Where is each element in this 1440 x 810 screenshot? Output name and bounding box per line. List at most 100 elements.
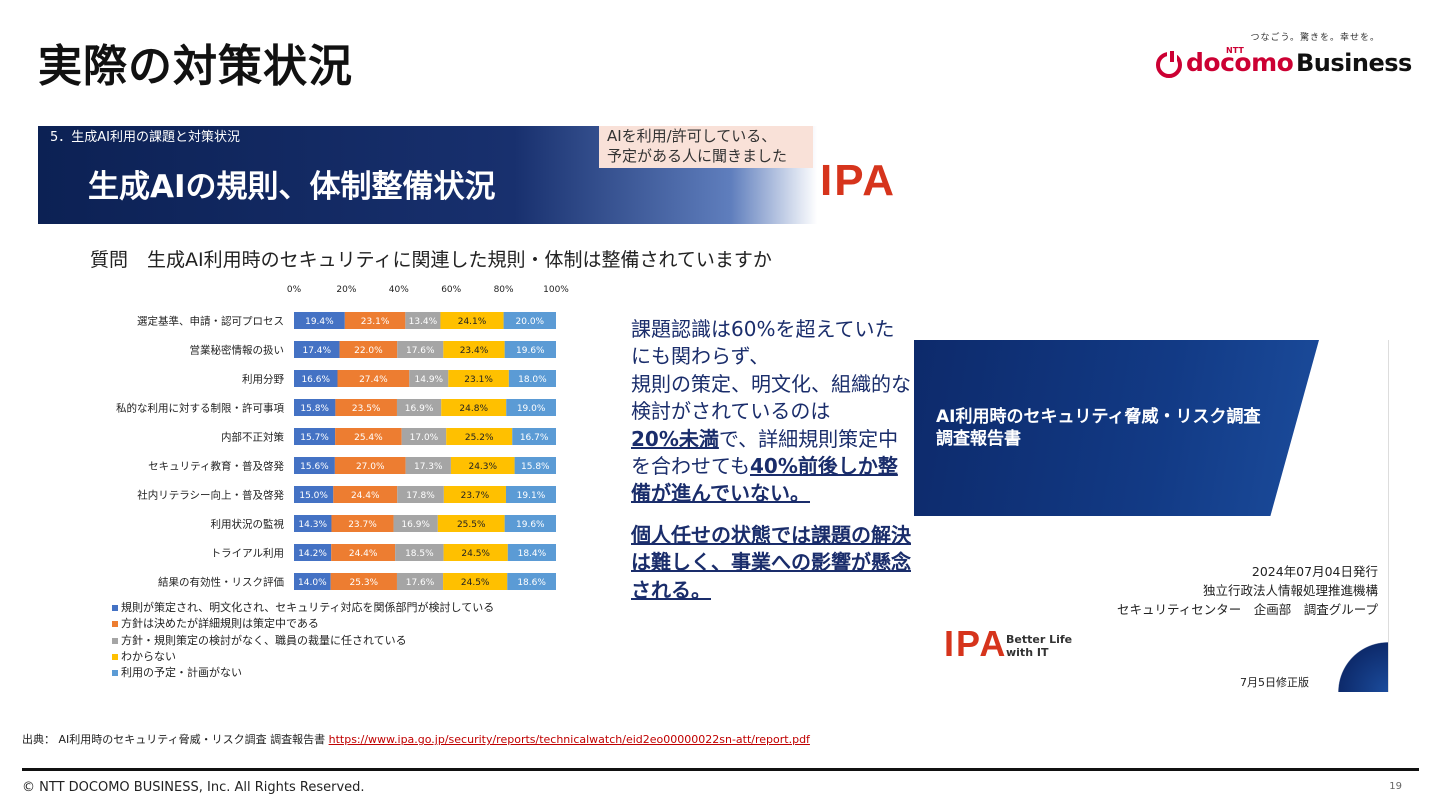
chart-legend: 規則が策定され、明文化され、セキュリティ対応を関係部門が検討している 方針は決めた…: [112, 600, 494, 681]
commentary-line: 20%未満で、詳細規則策定中を合わせても40%前後しか整備が進んでいない。: [631, 426, 911, 508]
data-label: 15.6%: [300, 462, 329, 472]
data-label: 18.4%: [518, 549, 547, 559]
data-label: 19.0%: [517, 404, 546, 414]
bar-segment: [396, 573, 444, 590]
banner-section-label: 5．生成AI利用の課題と対策状況: [50, 130, 240, 145]
category-label: 私的な利用に対する制限・許可事項: [116, 402, 284, 415]
bar-segment: [514, 457, 556, 474]
data-label: 24.4%: [351, 491, 380, 501]
report-title-line: AI利用時のセキュリティ脅威・リスク調査: [936, 407, 1261, 427]
report-title-line: 調査報告書: [936, 429, 1021, 449]
bar-segment: [512, 428, 556, 445]
bar-segment: [405, 312, 441, 329]
data-label: 25.2%: [465, 433, 494, 443]
legend-swatch: [112, 621, 118, 628]
legend-label: 方針は決めたが詳細規則は策定中である: [121, 617, 319, 631]
x-tick-label: 40%: [389, 285, 409, 295]
data-label: 22.0%: [354, 346, 383, 356]
commentary-line: 規則の策定、明文化、組織的な検討がされているのは: [631, 371, 911, 424]
category-label: 内部不正対策: [221, 431, 284, 444]
data-label: 25.4%: [354, 433, 383, 443]
bar-segment: [395, 544, 444, 561]
logo-docomo: docomo: [1186, 48, 1294, 77]
legend-item: 規則が策定され、明文化され、セキュリティ対応を関係部門が検討している: [112, 600, 494, 616]
docomo-business-logo: つなごう。驚きを。幸せを。 docomo NTT Business: [1156, 30, 1416, 80]
data-label: 14.9%: [415, 375, 444, 385]
x-tick-label: 0%: [287, 285, 302, 295]
data-label: 25.5%: [457, 520, 486, 530]
data-label: 18.6%: [517, 578, 546, 588]
bar-segment: [335, 428, 402, 445]
legend-swatch: [112, 637, 118, 644]
bar-segment: [396, 399, 442, 416]
page-number: 19: [1389, 781, 1402, 792]
source-link[interactable]: https://www.ipa.go.jp/security/reports/t…: [328, 733, 810, 746]
banner-note-line: AIを利用/許可している、: [607, 127, 777, 145]
report-revision: 7月5日修正版: [1240, 676, 1309, 689]
banner-note: AIを利用/許可している、 予定がある人に聞きました: [599, 126, 813, 168]
data-label: 17.4%: [302, 346, 331, 356]
category-label: 社内リテラシー向上・普及啓発: [137, 489, 284, 502]
bar-segment: [334, 457, 406, 474]
data-label: 14.3%: [298, 520, 327, 530]
data-label: 27.0%: [356, 462, 385, 472]
commentary-emphasis: 40%前後しか整備が進んでいない。: [631, 454, 898, 506]
commentary: 課題認識は60%を超えていたにも関わらず、 規則の策定、明文化、組織的な検討がさ…: [631, 316, 911, 604]
data-label: 24.5%: [461, 549, 490, 559]
data-label: 16.9%: [401, 520, 430, 530]
data-label: 18.5%: [405, 549, 434, 559]
category-label: 結果の有効性・リスク評価: [158, 576, 284, 589]
tagline-line: with IT: [1006, 646, 1049, 659]
x-tick-label: 20%: [336, 285, 356, 295]
bar-segment: [448, 370, 509, 387]
legend-item: 方針・規則策定の検討がなく、職員の裁量に任されている: [112, 633, 494, 649]
bar-segment: [294, 341, 340, 358]
bar-segment: [294, 370, 338, 387]
data-label: 24.5%: [461, 578, 490, 588]
category-label: 利用状況の監視: [211, 518, 285, 531]
copyright: © NTT DOCOMO BUSINESS, Inc. All Rights R…: [22, 780, 365, 795]
report-org: 独立行政法人情報処理推進機構: [1202, 583, 1378, 598]
data-label: 15.8%: [521, 462, 550, 472]
data-label: 15.7%: [300, 433, 329, 443]
data-label: 17.8%: [406, 491, 435, 501]
data-label: 23.1%: [464, 375, 493, 385]
x-tick-label: 80%: [494, 285, 514, 295]
bar-segment: [507, 573, 556, 590]
bar-segment: [409, 370, 449, 387]
data-label: 24.8%: [459, 404, 488, 414]
bar-segment: [333, 486, 398, 503]
bar-segment: [504, 515, 556, 532]
legend-item: 方針は決めたが詳細規則は策定中である: [112, 616, 494, 632]
legend-item: わからない: [112, 649, 494, 665]
bar-segment: [294, 544, 332, 561]
x-tick-label: 100%: [543, 285, 569, 295]
bar-segment: [294, 428, 336, 445]
bar-segment: [508, 370, 556, 387]
bar-segment: [331, 515, 394, 532]
legend-label: 方針・規則策定の検討がなく、職員の裁量に任されている: [121, 633, 407, 647]
data-label: 23.7%: [461, 491, 490, 501]
data-label: 19.1%: [517, 491, 546, 501]
docomo-power-icon: [1156, 51, 1182, 78]
bar-segment: [443, 341, 505, 358]
bar-segment: [393, 515, 438, 532]
data-label: 15.8%: [300, 404, 329, 414]
report-ipa-logo: IPA: [944, 623, 1008, 664]
bar-segment: [330, 573, 397, 590]
data-label: 17.6%: [406, 578, 435, 588]
bar-segment: [397, 341, 444, 358]
stacked-bar-chart: 0% 20% 40% 60% 80% 100% 選定基準、申請・認可プロセス 19.4% 23.…: [116, 285, 569, 590]
bar-segment: [294, 457, 335, 474]
bar-segment: [335, 399, 397, 416]
bar-segment: [344, 312, 406, 329]
bar-segment: [446, 428, 513, 445]
data-label: 24.1%: [458, 317, 487, 327]
data-label: 16.6%: [301, 375, 330, 385]
data-label: 16.7%: [520, 433, 549, 443]
bar-segment: [397, 486, 444, 503]
bar-segment: [505, 486, 556, 503]
data-label: 19.6%: [516, 520, 545, 530]
legend-swatch: [112, 605, 118, 612]
data-label: 27.4%: [359, 375, 388, 385]
